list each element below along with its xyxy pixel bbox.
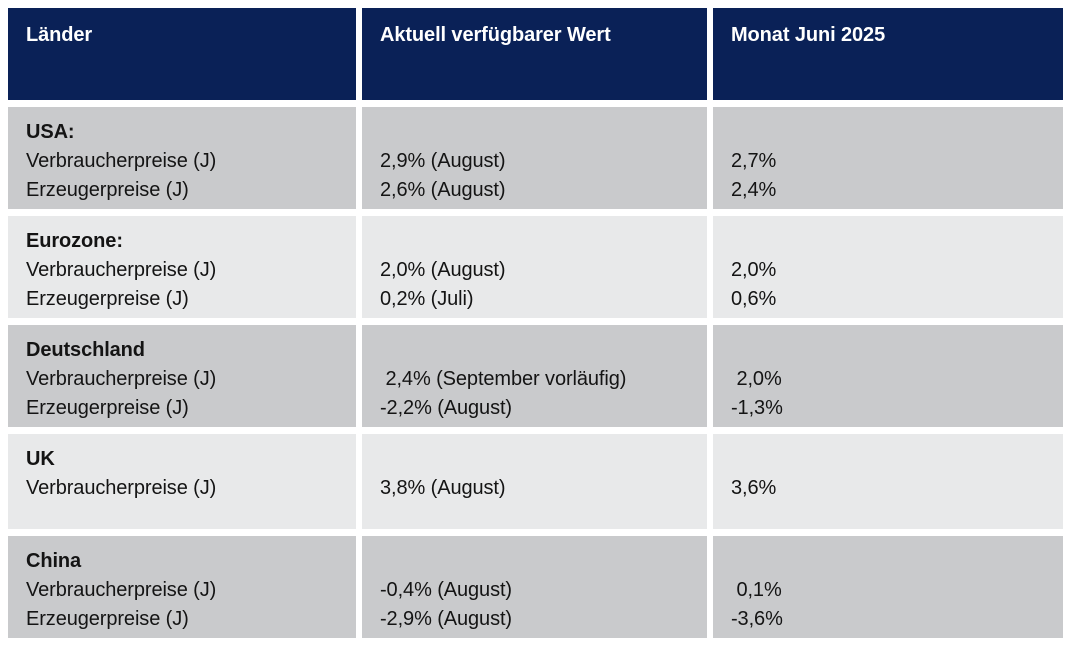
row-uk-current-cell: 3,8% (August) (362, 434, 707, 529)
inflation-table: Länder Aktuell verfügbarer Wert Monat Ju… (8, 8, 1063, 638)
metric-label: Verbraucherpreise (J) (26, 368, 217, 390)
metric-value: -3,6% (731, 608, 783, 630)
metric-value: 2,0% (731, 259, 777, 281)
row-usa-current-cell: 2,9% (August) 2,6% (August) (362, 107, 707, 209)
spacer (380, 227, 697, 256)
metric-value: 3,6% (731, 477, 777, 499)
header-cell-monat-juni: Monat Juni 2025 (713, 8, 1063, 100)
row-deutschland-june-cell: 2,0% -1,3% (713, 325, 1063, 427)
row-uk-june-cell: 3,6% (713, 434, 1063, 529)
metric-value: 0,6% (731, 288, 777, 310)
row-usa-country-cell: USA: Verbraucherpreise (J) Erzeugerpreis… (8, 107, 356, 209)
country-name: Eurozone: (26, 230, 123, 252)
metric-value: -2,2% (August) (380, 397, 512, 419)
spacer (731, 227, 1053, 256)
row-china-june-cell: 0,1% -3,6% (713, 536, 1063, 638)
header-cell-laender: Länder (8, 8, 356, 100)
metric-label: Erzeugerpreise (J) (26, 608, 189, 630)
metric-value: 2,6% (August) (380, 179, 506, 201)
metric-label: Erzeugerpreise (J) (26, 179, 189, 201)
metric-label: Verbraucherpreise (J) (26, 579, 217, 601)
row-eurozone-current-cell: 2,0% (August) 0,2% (Juli) (362, 216, 707, 318)
spacer (380, 445, 697, 474)
spacer (380, 118, 697, 147)
spacer (731, 336, 1053, 365)
country-name: UK (26, 448, 55, 470)
country-name: China (26, 550, 82, 572)
metric-value: -2,9% (August) (380, 608, 512, 630)
metric-label: Verbraucherpreise (J) (26, 477, 217, 499)
row-china-current-cell: -0,4% (August) -2,9% (August) (362, 536, 707, 638)
spacer (380, 547, 697, 576)
metric-value: 2,7% (731, 150, 777, 172)
metric-value: -0,4% (August) (380, 579, 512, 601)
row-deutschland-country-cell: Deutschland Verbraucherpreise (J) Erzeug… (8, 325, 356, 427)
metric-label: Verbraucherpreise (J) (26, 150, 217, 172)
metric-label: Erzeugerpreise (J) (26, 397, 189, 419)
spacer (731, 118, 1053, 147)
metric-value: 0,2% (Juli) (380, 288, 474, 310)
country-name: Deutschland (26, 339, 145, 361)
header-cell-aktueller-wert: Aktuell verfügbarer Wert (362, 8, 707, 100)
metric-value: 2,0% (731, 368, 782, 390)
metric-value: 2,9% (August) (380, 150, 506, 172)
country-name: USA: (26, 121, 75, 143)
row-china-country-cell: China Verbraucherpreise (J) Erzeugerprei… (8, 536, 356, 638)
row-usa-june-cell: 2,7% 2,4% (713, 107, 1063, 209)
metric-value: 3,8% (August) (380, 477, 506, 499)
row-deutschland-current-cell: 2,4% (September vorläufig) -2,2% (August… (362, 325, 707, 427)
spacer (731, 445, 1053, 474)
metric-value: 2,4% (September vorläufig) (380, 368, 627, 390)
row-uk-country-cell: UK Verbraucherpreise (J) (8, 434, 356, 529)
spacer (731, 547, 1053, 576)
metric-label: Verbraucherpreise (J) (26, 259, 217, 281)
metric-value: -1,3% (731, 397, 783, 419)
row-eurozone-june-cell: 2,0% 0,6% (713, 216, 1063, 318)
spacer (380, 336, 697, 365)
row-eurozone-country-cell: Eurozone: Verbraucherpreise (J) Erzeuger… (8, 216, 356, 318)
metric-value: 2,4% (731, 179, 777, 201)
metric-value: 0,1% (731, 579, 782, 601)
metric-value: 2,0% (August) (380, 259, 506, 281)
metric-label: Erzeugerpreise (J) (26, 288, 189, 310)
